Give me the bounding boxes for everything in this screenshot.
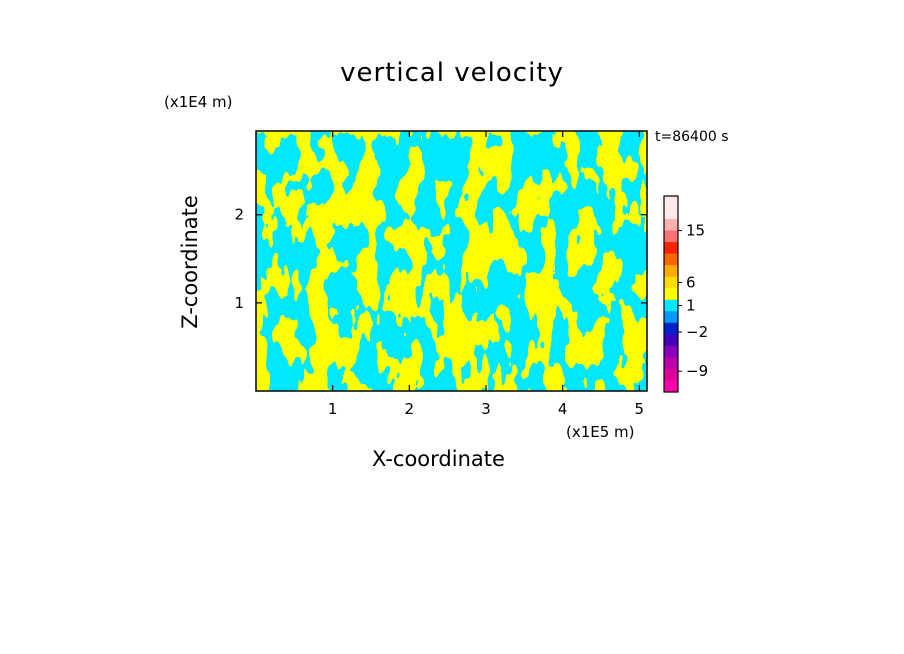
- y-axis-unit: (x1E4 m): [164, 93, 233, 111]
- colorbar-swatch: [664, 368, 678, 381]
- colorbar-label: 15: [686, 222, 705, 240]
- positive-velocity-region: [256, 131, 647, 391]
- chart-title: vertical velocity: [340, 58, 564, 88]
- x-tick-label: 2: [405, 400, 415, 418]
- x-axis-label: X-coordinate: [372, 447, 505, 471]
- colorbar-label: 1: [686, 297, 696, 315]
- colorbar-swatch: [664, 380, 678, 393]
- colorbar-frame: [663, 195, 679, 393]
- colorbar-swatch: [664, 345, 678, 358]
- colorbar-swatch: [664, 299, 678, 312]
- colorbar-swatch: [664, 253, 678, 266]
- colorbar-swatch: [664, 357, 678, 370]
- colorbar-swatch: [664, 288, 678, 301]
- colorbar-swatch: [664, 196, 678, 209]
- time-stamp: t=86400 s: [655, 129, 729, 145]
- y-axis-ticks: 12: [234, 206, 647, 312]
- colorbar-label: −2: [686, 323, 708, 341]
- plot-frame: [255, 130, 648, 392]
- y-tick-label: 2: [234, 206, 244, 224]
- x-tick-label: 1: [328, 400, 338, 418]
- y-tick-label: 1: [234, 294, 244, 312]
- colorbar-swatch: [664, 219, 678, 232]
- x-tick-label: 3: [481, 400, 491, 418]
- colorbar-label: −9: [686, 362, 708, 380]
- colorbar-swatch: [664, 322, 678, 335]
- x-axis-unit: (x1E5 m): [566, 423, 635, 441]
- x-tick-label: 5: [635, 400, 645, 418]
- colorbar: 15 6 1 −2 −9: [663, 195, 708, 393]
- velocity-field: [256, 131, 647, 391]
- colorbar-swatch: [664, 334, 678, 347]
- colorbar-swatch: [664, 311, 678, 324]
- colorbar-swatch: [664, 276, 678, 289]
- colorbar-swatch: [664, 230, 678, 243]
- colorbar-swatch: [664, 265, 678, 278]
- colorbar-swatch: [664, 242, 678, 255]
- x-tick-label: 4: [558, 400, 568, 418]
- colorbar-swatch: [664, 207, 678, 220]
- colorbar-label: 6: [686, 273, 696, 291]
- x-axis-ticks: 1 2 3 4 5: [328, 131, 644, 418]
